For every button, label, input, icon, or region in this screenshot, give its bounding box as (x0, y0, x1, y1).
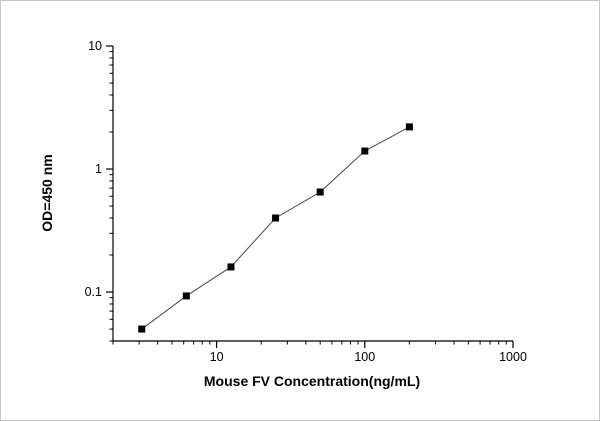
data-point (316, 188, 324, 196)
data-point (227, 263, 235, 271)
y-axis-title: OD=450 nm (39, 154, 55, 232)
x-tick-label: 1000 (499, 350, 527, 364)
y-tick-label: 10 (88, 39, 102, 53)
x-axis-title: Mouse FV Concentration(ng/mL) (203, 373, 421, 389)
data-point (272, 214, 280, 222)
x-tick-label: 10 (210, 350, 224, 364)
data-point (405, 123, 413, 131)
data-point (182, 292, 190, 300)
y-tick-label: 0.1 (85, 285, 102, 299)
data-point (138, 325, 146, 333)
data-point (361, 147, 369, 155)
y-tick-label: 1 (95, 162, 102, 176)
data-line (141, 126, 410, 330)
x-tick-label: 100 (354, 350, 375, 364)
